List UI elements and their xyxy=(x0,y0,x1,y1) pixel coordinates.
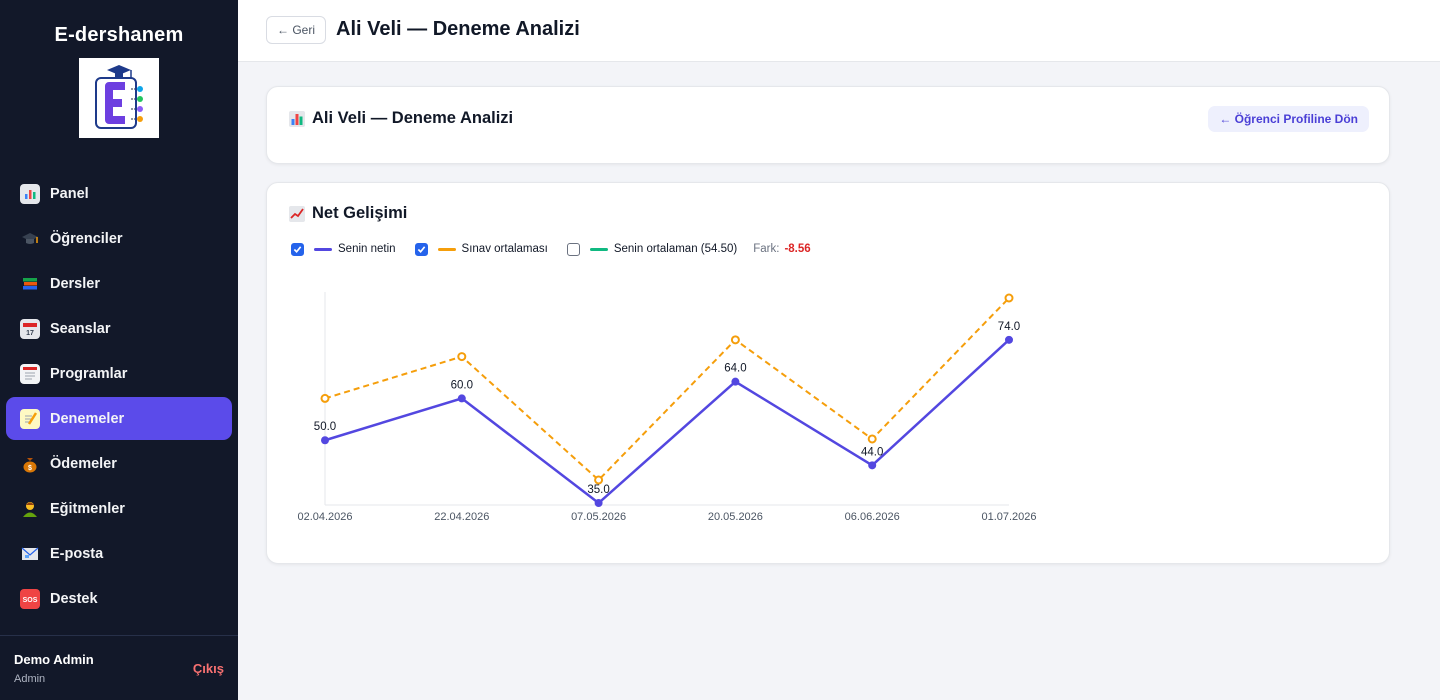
sidebar-item-label: Seanslar xyxy=(50,320,111,337)
sidebar-item-label: Dersler xyxy=(50,275,100,292)
trend-up-icon xyxy=(288,205,306,223)
sidebar-item-seanslar[interactable]: 17 Seanslar xyxy=(6,307,232,350)
data-label-senin-netin: 60.0 xyxy=(451,379,473,391)
data-label-senin-netin: 35.0 xyxy=(587,484,609,496)
point-senin-netin xyxy=(1005,335,1013,344)
brand-logo xyxy=(79,58,159,138)
sidebar-item-label: E-posta xyxy=(50,545,104,562)
point-senin-netin xyxy=(868,461,877,470)
logout-link[interactable]: Çıkış xyxy=(192,661,224,676)
x-tick-label: 02.04.2026 xyxy=(297,511,352,523)
point-sinav-ortalamasi xyxy=(867,434,877,444)
sos-icon: SOS xyxy=(20,588,40,609)
point-senin-netin xyxy=(594,499,603,507)
sidebar-item-programlar[interactable]: Programlar xyxy=(6,352,232,395)
senin-netin-checkbox[interactable] xyxy=(291,242,304,256)
sidebar-item-label: Eğitmenler xyxy=(50,500,125,517)
books-icon xyxy=(20,274,40,294)
sidebar-item-panel[interactable]: Panel xyxy=(6,172,232,215)
x-tick-label: 01.07.2026 xyxy=(981,511,1036,523)
net-progress-title: Net Gelişimi xyxy=(288,204,407,223)
point-sinav-ortalamasi xyxy=(320,393,330,403)
point-senin-netin xyxy=(457,394,466,403)
back-button[interactable]: ← Geri xyxy=(266,16,327,44)
sidebar-item-denemeler[interactable]: Denemeler xyxy=(6,397,232,440)
point-sinav-ortalamasi xyxy=(594,475,604,485)
calendar-icon: 17 xyxy=(20,318,40,339)
sidebar-item-label: Denemeler xyxy=(50,410,125,427)
sinav-ortalamasi-checkbox[interactable] xyxy=(414,242,428,256)
point-sinav-ortalamasi xyxy=(730,335,740,345)
legend-item-sinav-ortalamasi[interactable]: Sınav ortalaması xyxy=(414,242,548,256)
data-label-senin-netin: 50.0 xyxy=(314,421,336,433)
user-role: Admin xyxy=(14,673,46,685)
x-tick-label: 20.05.2026 xyxy=(708,511,763,523)
data-label-senin-netin: 74.0 xyxy=(998,321,1020,333)
sidebar-item-egitmenler[interactable]: Eğitmenler xyxy=(6,487,232,530)
legend-item-senin-ortalaman[interactable]: Senin ortalaman (54.50) xyxy=(566,242,738,256)
point-sinav-ortalamasi xyxy=(1004,293,1014,303)
bar-chart-icon xyxy=(288,110,306,128)
point-sinav-ortalamasi xyxy=(457,352,467,362)
sidebar-item-ogrenciler[interactable]: Öğrenciler xyxy=(6,217,232,260)
net-progress-card: Net Gelişimi Senin netin Sınav ortalamas… xyxy=(266,182,1390,564)
net-progress-chart: 02.04.2026 22.04.2026 07.05.2026 20.05.2026… xyxy=(297,292,1037,523)
email-icon xyxy=(20,544,40,564)
diff-label: Fark: xyxy=(753,243,780,255)
sidebar-item-label: Öğrenciler xyxy=(50,230,123,247)
teacher-icon xyxy=(20,499,40,519)
memo-icon xyxy=(20,408,40,429)
analysis-card-title: Ali Veli — Deneme Analizi xyxy=(288,109,513,128)
sidebar-item-label: Destek xyxy=(50,590,98,607)
money-bag-icon: $ xyxy=(20,454,40,474)
series-line-senin-netin xyxy=(324,338,1010,505)
series-line-sinav-ortalamasi xyxy=(324,297,1010,482)
senin-netin-swatch xyxy=(314,247,332,251)
x-tick-label: 06.06.2026 xyxy=(845,511,900,523)
brand-name: E-dershanem xyxy=(54,24,184,46)
point-senin-netin xyxy=(321,436,329,445)
sidebar: E-dershanem Panel xyxy=(0,0,238,700)
x-tick-label: 07.05.2026 xyxy=(571,511,626,523)
analysis-header-card: Ali Veli — Deneme Analizi ← Öğrenci Prof… xyxy=(266,86,1390,164)
data-label-senin-netin: 64.0 xyxy=(724,363,746,375)
sidebar-nav: Panel Öğrenciler Dersler 17 Seanslar Pro… xyxy=(0,172,238,620)
svg-text:17: 17 xyxy=(26,330,34,337)
chart-legend: Senin netin Sınav ortalaması Senin ortal… xyxy=(291,241,811,257)
svg-text:$: $ xyxy=(28,465,32,472)
point-senin-netin xyxy=(731,377,740,386)
student-profile-button[interactable]: ← Öğrenci Profiline Dön xyxy=(1208,106,1369,132)
sidebar-item-destek[interactable]: SOS Destek xyxy=(6,577,232,620)
net-progress-title-text: Net Gelişimi xyxy=(312,204,408,222)
legend-label: Senin netin xyxy=(338,243,396,255)
sidebar-item-odemeler[interactable]: $ Ödemeler xyxy=(6,442,232,485)
sidebar-item-label: Ödemeler xyxy=(50,455,117,472)
chart-icon xyxy=(20,183,40,204)
senin-ortalaman-swatch xyxy=(589,247,608,251)
senin-ortalaman-checkbox[interactable] xyxy=(566,242,580,256)
sidebar-item-dersler[interactable]: Dersler xyxy=(6,262,232,305)
legend-label: Senin ortalaman (54.50) xyxy=(613,243,738,255)
diff-value: -8.56 xyxy=(784,243,811,255)
sidebar-footer: Demo Admin Admin Çıkış xyxy=(0,635,238,700)
sidebar-item-eposta[interactable]: E-posta xyxy=(6,532,232,575)
page-title: Ali Veli — Deneme Analizi xyxy=(336,18,580,40)
data-label-senin-netin: 44.0 xyxy=(861,446,883,458)
sidebar-item-label: Programlar xyxy=(50,365,128,382)
analysis-card-title-text: Ali Veli — Deneme Analizi xyxy=(312,109,514,127)
graduation-cap-icon xyxy=(20,229,40,249)
x-tick-label: 22.04.2026 xyxy=(434,511,489,523)
legend-label: Sınav ortalaması xyxy=(461,243,548,255)
topbar: ← Geri Ali Veli — Deneme Analizi xyxy=(238,0,1440,62)
schedule-icon xyxy=(20,363,40,384)
legend-item-senin-netin[interactable]: Senin netin xyxy=(291,242,396,256)
svg-text:SOS: SOS xyxy=(23,597,38,604)
sinav-ortalamasi-swatch xyxy=(437,247,456,251)
user-name: Demo Admin xyxy=(14,652,94,667)
sidebar-item-label: Panel xyxy=(50,185,89,202)
